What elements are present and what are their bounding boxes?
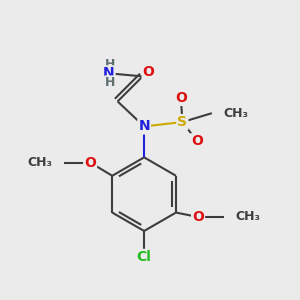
Text: CH₃: CH₃	[28, 156, 52, 169]
Text: CH₃: CH₃	[235, 211, 260, 224]
Text: N: N	[138, 119, 150, 134]
Text: CH₃: CH₃	[223, 107, 248, 120]
Text: O: O	[142, 65, 154, 79]
Text: H: H	[105, 76, 116, 89]
Text: H: H	[105, 58, 116, 71]
Text: O: O	[192, 210, 204, 224]
Text: S: S	[177, 115, 188, 129]
Text: N: N	[103, 66, 115, 80]
Text: O: O	[175, 91, 187, 105]
Text: Cl: Cl	[137, 250, 152, 264]
Text: O: O	[84, 155, 96, 170]
Text: O: O	[191, 134, 203, 148]
